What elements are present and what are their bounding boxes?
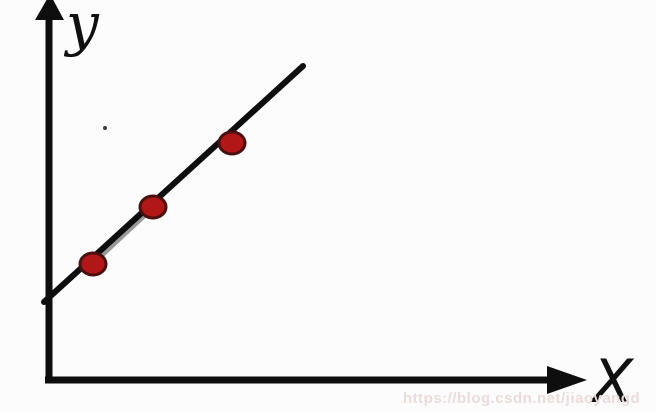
fit-line-gray-underlay: [98, 210, 150, 259]
y-axis-arrowhead: [35, 0, 64, 20]
x-axis-arrowhead: [547, 366, 587, 394]
chart-geometry: [35, 0, 587, 394]
stray-ink-dot: [103, 126, 107, 130]
y-axis-label: y: [63, 0, 100, 58]
data-point: [217, 130, 247, 156]
data-point: [138, 194, 168, 220]
x-axis-label: X: [589, 347, 635, 412]
data-point: [78, 251, 108, 277]
